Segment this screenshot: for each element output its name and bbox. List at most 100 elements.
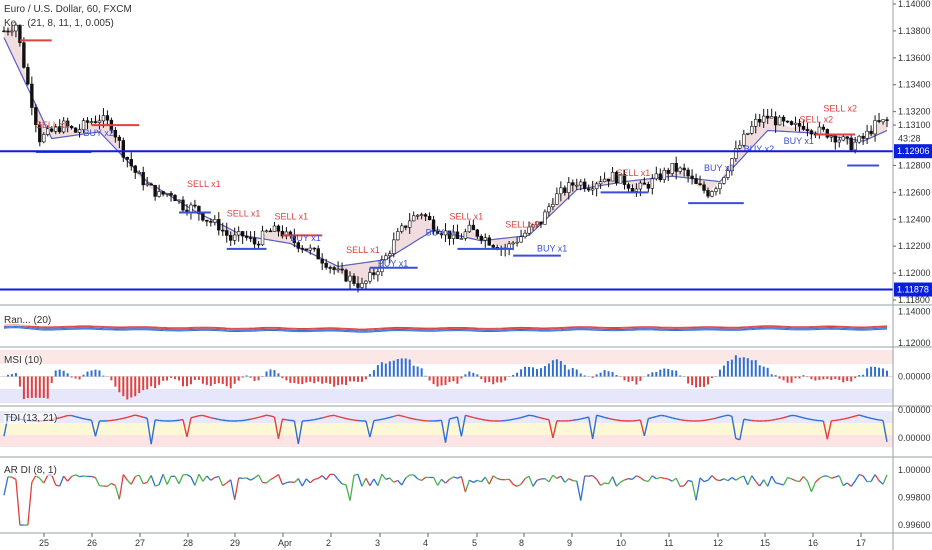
candle-body bbox=[300, 248, 305, 250]
tdi-line-segment bbox=[63, 414, 68, 418]
msi-bar bbox=[380, 362, 383, 377]
msi-bar bbox=[237, 376, 240, 381]
candle-body bbox=[388, 253, 392, 257]
msi-panel-label[interactable]: MSI (10) bbox=[4, 355, 43, 366]
candle-body bbox=[177, 199, 181, 202]
msi-bar bbox=[631, 376, 634, 382]
ardi-line-segment bbox=[393, 479, 399, 483]
ardi-line-segment bbox=[644, 479, 649, 482]
indicator-settings[interactable]: Ke... (21, 8, 11, 1, 0.005) bbox=[4, 18, 114, 29]
ardi-line-segment bbox=[67, 476, 73, 482]
trend-band-fill bbox=[4, 24, 887, 287]
time-tick-label: 10 bbox=[616, 538, 626, 548]
candle-body bbox=[38, 124, 42, 143]
msi-bar bbox=[539, 368, 542, 377]
candle-body bbox=[129, 159, 133, 167]
candle-body bbox=[606, 178, 611, 182]
tdi-line-segment bbox=[862, 415, 868, 418]
ardi-line-segment bbox=[755, 480, 761, 487]
ardi-line-segment bbox=[290, 481, 295, 484]
tdi-line-segment bbox=[369, 420, 375, 438]
time-tick-label: Apr bbox=[278, 538, 292, 548]
tdi-line-segment bbox=[747, 419, 752, 422]
candle-body bbox=[65, 120, 70, 127]
candle-body bbox=[42, 134, 46, 143]
msi-bar bbox=[707, 376, 710, 385]
tdi-tick-label: 0.00000 bbox=[898, 405, 931, 415]
tdi-line-segment bbox=[349, 418, 355, 421]
msi-bar bbox=[154, 376, 157, 389]
candle-body bbox=[232, 234, 237, 241]
msi-bar bbox=[257, 376, 260, 381]
ardi-line-segment bbox=[480, 476, 486, 483]
msi-bar bbox=[58, 369, 61, 377]
candle-body bbox=[750, 126, 754, 134]
signal-label-buy: BUY x1 bbox=[378, 258, 408, 268]
price-tick-label: 1.13800 bbox=[898, 26, 931, 36]
tdi-panel-label[interactable]: TDI (13, 21) bbox=[4, 413, 58, 424]
signal-label-buy: BUY x2 bbox=[84, 128, 114, 138]
candle-body bbox=[857, 135, 861, 143]
tdi-line-segment bbox=[262, 414, 267, 417]
candle-body bbox=[598, 181, 603, 185]
candle-body bbox=[419, 214, 424, 216]
tdi-line-segment bbox=[839, 418, 844, 421]
ardi-line-segment bbox=[477, 479, 482, 483]
candle-body bbox=[189, 204, 193, 213]
tdi-line-segment bbox=[878, 419, 884, 422]
msi-bar bbox=[253, 376, 256, 381]
ardi-line-segment bbox=[143, 481, 148, 485]
candle-body bbox=[781, 116, 786, 122]
msi-bar bbox=[874, 366, 877, 377]
tdi-line-segment bbox=[409, 417, 414, 420]
ardi-line-segment bbox=[798, 476, 804, 482]
ardi-line-segment bbox=[114, 485, 120, 500]
tdi-line-segment bbox=[608, 417, 613, 420]
ardi-line-segment bbox=[628, 478, 633, 480]
msi-bar bbox=[496, 376, 499, 383]
ardi-line-segment bbox=[59, 475, 65, 487]
candle-body bbox=[415, 214, 420, 217]
candle-body bbox=[563, 187, 567, 193]
countdown-label: 43:28 bbox=[898, 134, 921, 144]
ardi-line-segment bbox=[79, 475, 84, 478]
candle-body bbox=[408, 220, 412, 228]
candle-body bbox=[674, 163, 678, 172]
candle-body bbox=[702, 184, 706, 191]
tdi-line-segment bbox=[190, 416, 196, 419]
ardi-line-segment bbox=[270, 476, 275, 481]
candle-body bbox=[491, 244, 495, 248]
ardi-line-segment bbox=[457, 475, 462, 479]
ardi-line-segment bbox=[71, 474, 76, 478]
ardi-line-segment bbox=[505, 478, 510, 481]
candle-body bbox=[22, 42, 26, 68]
candle-body bbox=[197, 205, 201, 214]
ardi-line-segment bbox=[3, 476, 9, 496]
msi-bar bbox=[50, 376, 53, 383]
ardi-line-segment bbox=[413, 474, 419, 480]
ardi-line-segment bbox=[651, 475, 657, 480]
ardi-line-segment bbox=[55, 484, 60, 487]
range-band-line bbox=[3, 327, 888, 333]
msi-bar bbox=[325, 376, 328, 383]
candle-body bbox=[14, 24, 18, 32]
ardi-line-segment bbox=[548, 474, 554, 483]
candle-body bbox=[758, 118, 762, 123]
range-panel-label[interactable]: Ran... (20) bbox=[4, 315, 52, 326]
ardi-line-segment bbox=[333, 474, 339, 480]
candle-body bbox=[221, 229, 225, 232]
ardi-panel-label[interactable]: AR DI (8, 1) bbox=[4, 465, 57, 476]
msi-bar bbox=[146, 376, 149, 390]
tdi-line-segment bbox=[524, 414, 530, 418]
tdi-line-segment bbox=[803, 417, 808, 420]
tdi-mid-zone bbox=[0, 423, 893, 435]
candle-body bbox=[316, 248, 320, 260]
candle-body bbox=[722, 177, 726, 184]
candle-body bbox=[380, 259, 384, 273]
msi-bar bbox=[607, 371, 610, 377]
msi-bar bbox=[78, 376, 81, 380]
candle-body bbox=[332, 267, 336, 270]
time-tick-label: 16 bbox=[808, 538, 818, 548]
candle-body bbox=[590, 188, 595, 191]
